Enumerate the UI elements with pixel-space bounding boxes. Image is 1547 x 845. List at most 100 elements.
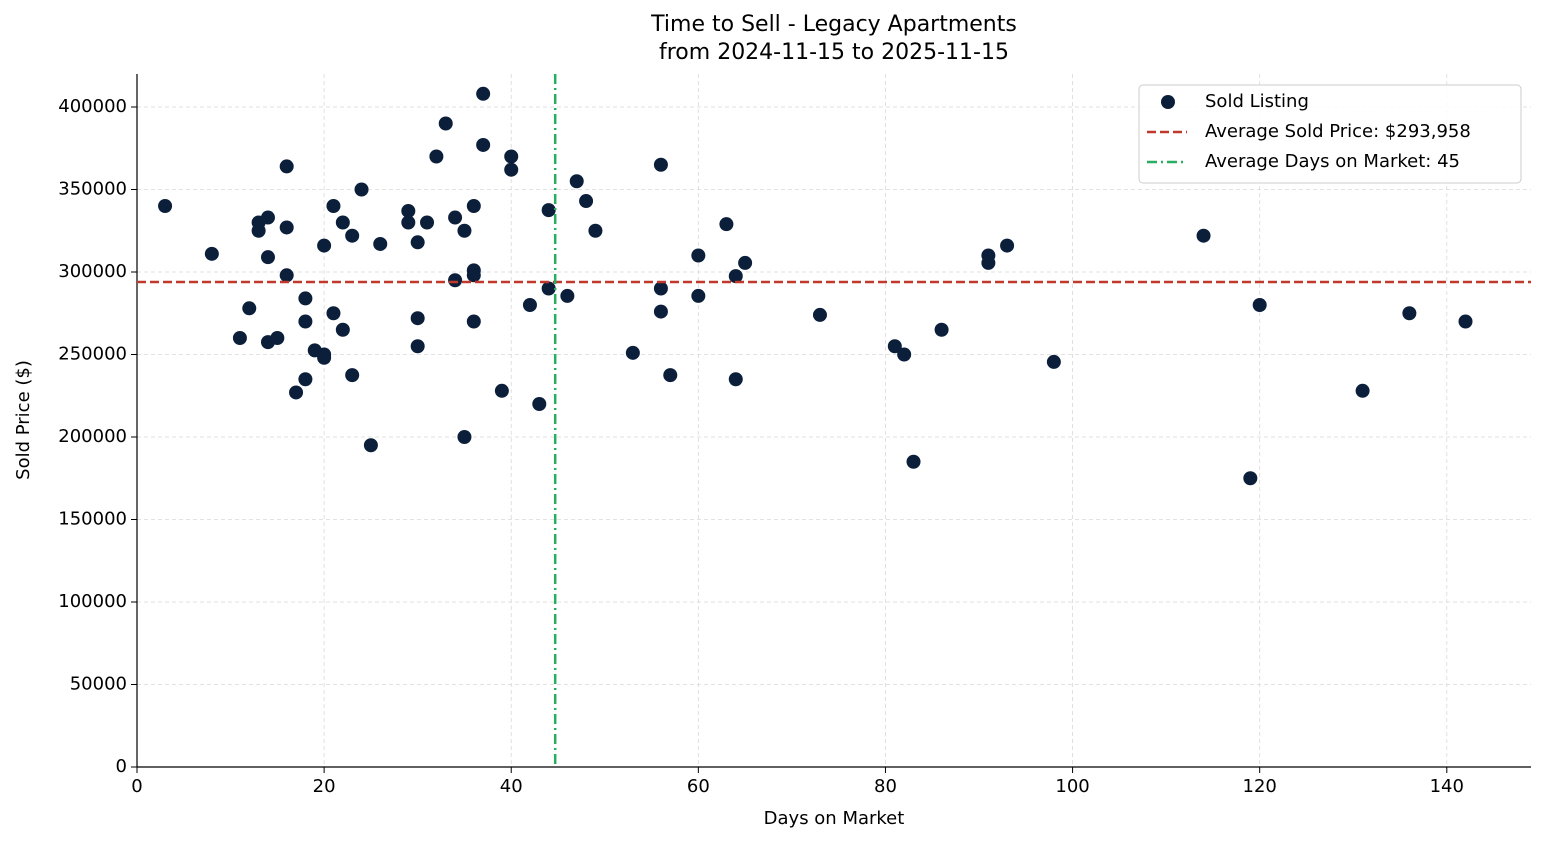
x-tick-label: 120 (1243, 776, 1277, 797)
point (653, 281, 668, 296)
point (242, 301, 257, 316)
point (887, 339, 902, 354)
point (438, 116, 453, 131)
x-axis-label: Days on Market (764, 808, 905, 829)
point (812, 307, 827, 322)
point (691, 248, 706, 263)
y-axis-label: Sold Price ($) (13, 360, 34, 480)
point (1243, 471, 1258, 486)
x-tick-label: 20 (313, 776, 336, 797)
point (625, 345, 640, 360)
point (579, 194, 594, 209)
point (317, 350, 332, 365)
point (466, 199, 481, 213)
point (448, 210, 463, 225)
point (373, 236, 388, 251)
point (457, 430, 472, 444)
point (298, 314, 313, 329)
point (429, 149, 444, 164)
y-tick-label: 150000 (58, 509, 127, 530)
point (279, 268, 294, 283)
point (691, 288, 706, 303)
point (504, 149, 519, 164)
x-tick-label: 80 (874, 776, 897, 797)
point (298, 291, 313, 306)
point (260, 210, 275, 225)
point (401, 203, 416, 218)
point (719, 217, 734, 232)
point (494, 383, 509, 398)
point (653, 157, 668, 172)
point (541, 281, 556, 296)
legend-label: Average Days on Market: 45 (1205, 151, 1460, 172)
point (420, 215, 435, 230)
point (934, 322, 949, 337)
point (204, 246, 219, 261)
point (1000, 238, 1015, 253)
x-tick-label: 140 (1430, 776, 1464, 797)
point (345, 228, 360, 243)
point (1402, 306, 1417, 321)
point (532, 397, 547, 411)
point (653, 304, 668, 319)
chart-title: Time to Sell - Legacy Apartments (650, 12, 1017, 37)
y-tick-label: 350000 (58, 179, 127, 200)
point (504, 162, 519, 177)
point (326, 306, 341, 321)
point (289, 385, 304, 400)
point (279, 220, 294, 235)
point (466, 268, 481, 283)
point (260, 250, 275, 265)
point (728, 372, 743, 387)
point (335, 322, 350, 337)
point (279, 159, 294, 174)
y-tick-label: 50000 (70, 674, 127, 695)
x-tick-label: 0 (131, 776, 142, 797)
point (363, 438, 378, 453)
point (410, 311, 425, 326)
y-tick-label: 200000 (58, 426, 127, 447)
point (1355, 383, 1370, 398)
point (897, 347, 912, 362)
point (981, 255, 996, 270)
point (410, 235, 425, 250)
point (541, 203, 556, 218)
point (270, 331, 285, 345)
point (448, 273, 463, 288)
x-tick-label: 60 (687, 776, 710, 797)
legend (1138, 84, 1522, 184)
point (158, 199, 173, 213)
point (906, 454, 921, 469)
point (326, 199, 341, 213)
point (522, 298, 537, 312)
point (1196, 228, 1211, 243)
point (569, 174, 584, 189)
point (588, 223, 603, 238)
point (466, 314, 481, 329)
point (410, 339, 425, 354)
point (251, 223, 266, 238)
point (345, 368, 360, 383)
y-tick-label: 100000 (58, 591, 127, 612)
point (476, 137, 491, 152)
point (401, 215, 416, 230)
legend-marker (1161, 95, 1175, 109)
point (728, 269, 743, 284)
point (298, 372, 313, 387)
x-tick-label: 100 (1055, 776, 1089, 797)
y-tick-label: 250000 (58, 344, 127, 365)
point (560, 288, 575, 303)
point (476, 86, 491, 101)
y-tick-label: 300000 (58, 261, 127, 282)
x-tick-label: 40 (500, 776, 523, 797)
point (317, 238, 332, 253)
legend-label: Sold Listing (1205, 91, 1309, 112)
point (1046, 354, 1061, 369)
chart-subtitle: from 2024-11-15 to 2025-11-15 (659, 40, 1009, 65)
point (663, 368, 678, 383)
y-tick-label: 400000 (58, 96, 127, 117)
point (232, 331, 247, 345)
point (738, 255, 753, 270)
